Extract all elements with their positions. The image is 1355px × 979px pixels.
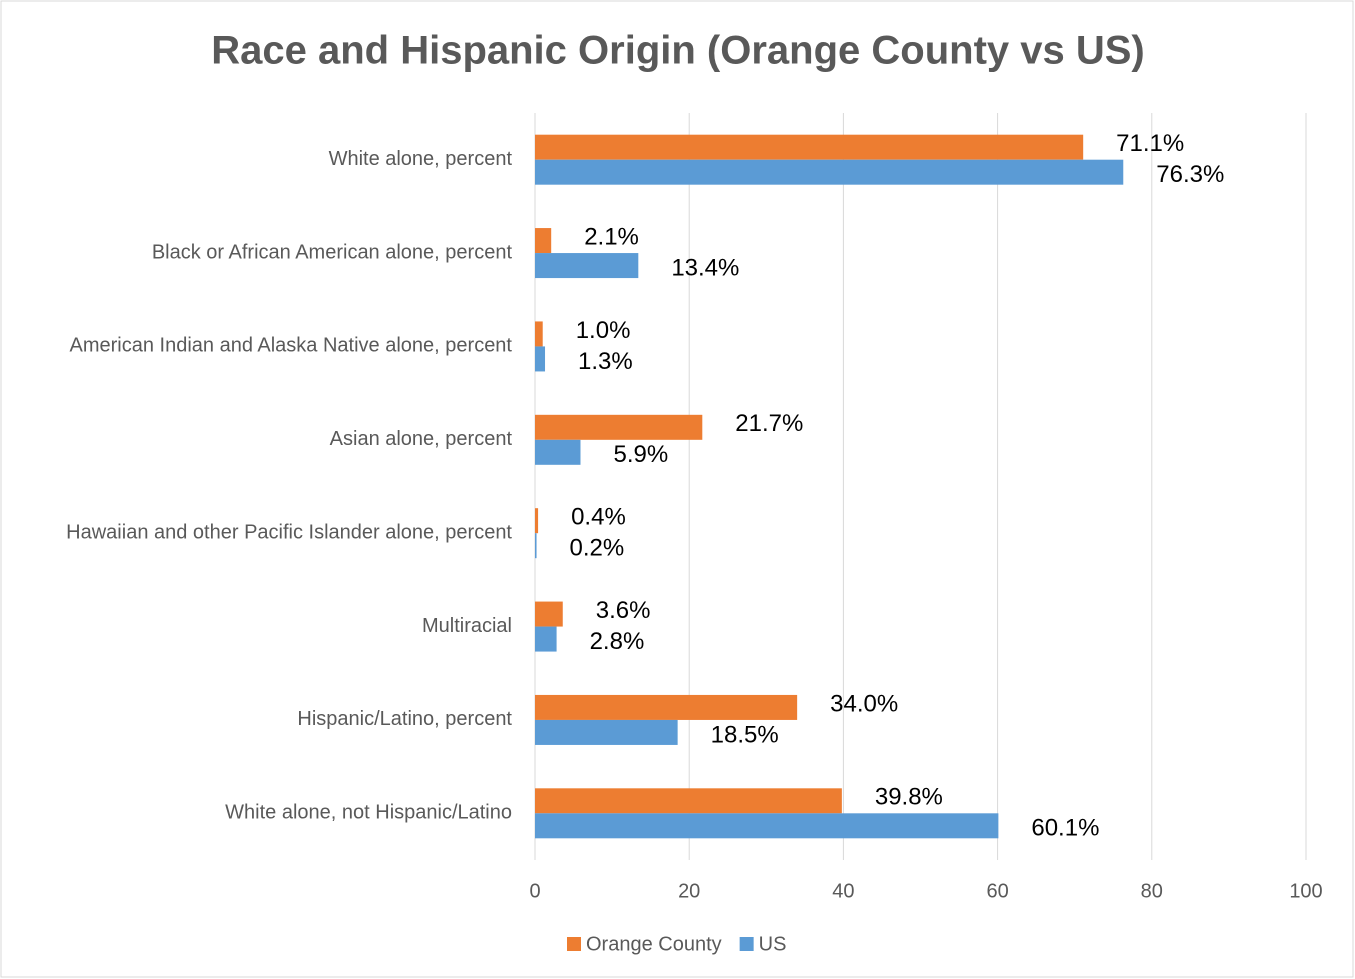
chart-title: Race and Hispanic Origin (Orange County … (211, 29, 1145, 73)
legend-label: US (759, 933, 787, 955)
value-label: 71.1% (1116, 130, 1184, 157)
bar (535, 228, 552, 254)
x-tick-label: 40 (832, 880, 854, 902)
value-label: 3.6% (596, 597, 651, 624)
y-tick-label: White alone, not Hispanic/Latino (225, 802, 512, 824)
bar (535, 321, 543, 347)
value-label: 1.0% (576, 317, 631, 344)
y-tick-label: Hawaiian and other Pacific Islander alon… (66, 521, 512, 543)
bar (535, 134, 1084, 160)
bar (535, 346, 546, 372)
value-label: 0.4% (571, 504, 626, 531)
bar (535, 694, 798, 720)
value-label: 39.8% (875, 784, 943, 811)
value-label: 2.8% (590, 628, 645, 655)
bar (535, 719, 678, 745)
value-label: 2.1% (584, 223, 639, 250)
value-label: 18.5% (711, 721, 779, 748)
y-tick-label: Black or African American alone, percent (152, 241, 513, 263)
y-tick-label: White alone, percent (329, 148, 513, 170)
y-tick-label: Multiracial (422, 615, 512, 637)
bar (535, 601, 563, 627)
legend-swatch (739, 937, 754, 951)
x-tick-label: 60 (986, 880, 1008, 902)
bar (535, 159, 1124, 185)
value-label: 13.4% (671, 254, 739, 281)
bar (535, 813, 999, 839)
x-tick-label: 0 (529, 880, 540, 902)
x-tick-label: 100 (1289, 880, 1322, 902)
bar (535, 626, 557, 652)
x-tick-label: 80 (1141, 880, 1163, 902)
value-label: 34.0% (830, 690, 898, 717)
y-tick-label: Asian alone, percent (330, 428, 513, 450)
legend-label: Orange County (586, 933, 722, 955)
x-tick-label: 20 (678, 880, 700, 902)
value-label: 76.3% (1156, 161, 1224, 188)
bar (535, 253, 639, 279)
bar (535, 533, 537, 559)
value-label: 0.2% (570, 535, 625, 562)
bar (535, 788, 842, 814)
bar (535, 508, 539, 534)
bar (535, 439, 581, 465)
bar (535, 414, 703, 440)
value-label: 1.3% (578, 348, 633, 375)
legend-swatch (567, 937, 581, 951)
value-label: 60.1% (1031, 815, 1099, 842)
value-label: 5.9% (613, 441, 668, 468)
value-label: 21.7% (735, 410, 803, 437)
y-tick-label: Hispanic/Latino, percent (297, 708, 512, 730)
y-tick-label: American Indian and Alaska Native alone,… (70, 335, 513, 357)
